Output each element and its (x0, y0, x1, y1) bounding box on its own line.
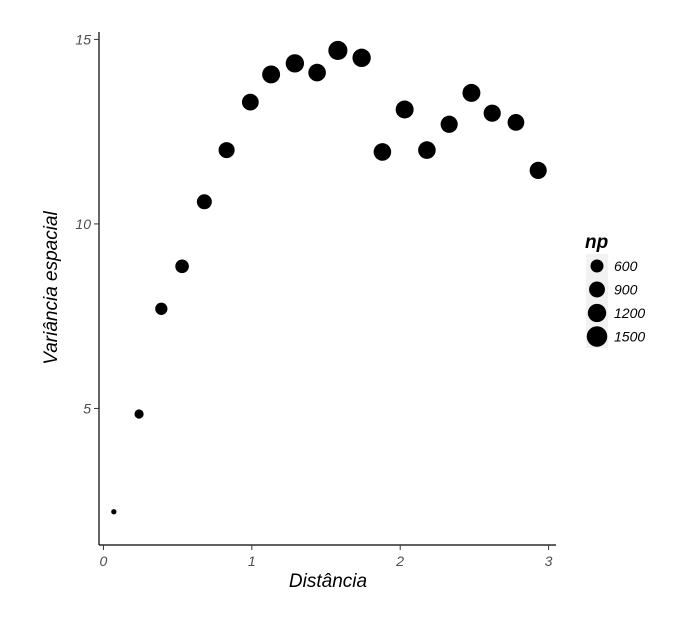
y-tick-label: 10 (75, 216, 91, 232)
data-point (373, 143, 392, 161)
size-legend: np 600 900 1200 1500 (585, 232, 645, 348)
legend-key (586, 326, 608, 347)
legend-key (590, 259, 604, 273)
data-point (155, 302, 168, 315)
data-point (440, 115, 458, 133)
legend-label: 1500 (614, 329, 645, 345)
data-point (507, 114, 525, 131)
data-point (352, 48, 371, 68)
data-point (308, 63, 326, 82)
data-point (462, 83, 481, 102)
data-point (218, 142, 235, 159)
y-axis-title: Variância espacial (41, 210, 62, 364)
data-point (175, 259, 189, 274)
data-point (529, 161, 547, 179)
y-tick-label: 5 (83, 400, 91, 416)
data-point (134, 409, 144, 419)
legend-label: 900 (614, 282, 638, 298)
data-point (483, 104, 501, 122)
axis-ticks: 0 1 2 3 5 10 15 (75, 31, 552, 569)
legend-label: 1200 (614, 305, 645, 321)
legend-label: 600 (614, 258, 638, 274)
data-points (111, 40, 547, 515)
data-point (328, 40, 348, 61)
data-point (262, 65, 281, 84)
data-point (111, 509, 117, 515)
x-axis-title: Distância (289, 571, 367, 592)
legend-key (587, 303, 607, 323)
data-point (285, 54, 305, 73)
data-point (395, 100, 414, 119)
x-tick-label: 0 (100, 553, 108, 569)
data-point (241, 93, 259, 111)
y-tick-label: 15 (75, 31, 91, 47)
x-tick-label: 3 (545, 553, 553, 569)
x-tick-label: 2 (395, 553, 404, 569)
legend-title: np (585, 232, 608, 253)
legend-key (589, 281, 605, 298)
data-point (418, 141, 436, 159)
x-tick-label: 1 (248, 553, 256, 569)
legend-key-background (586, 254, 608, 348)
data-point (196, 194, 212, 210)
